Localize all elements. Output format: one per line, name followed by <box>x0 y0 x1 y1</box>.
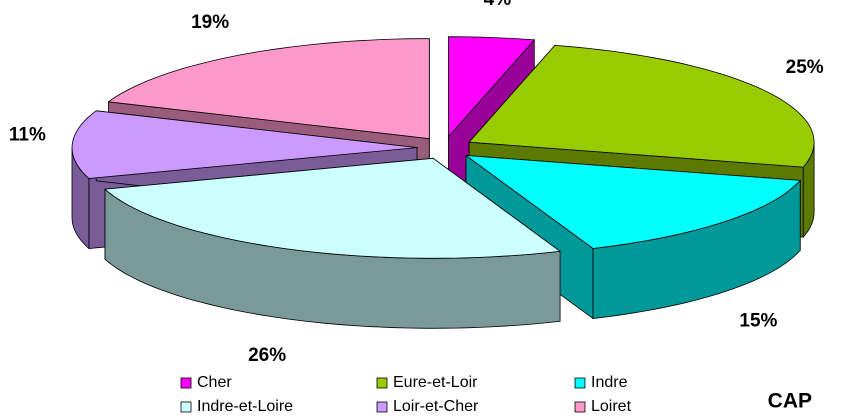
legend-swatch <box>180 377 192 389</box>
legend-swatch <box>574 401 586 413</box>
legend-swatch <box>376 401 388 413</box>
legend-label: Cher <box>197 374 232 391</box>
slice-top <box>107 38 430 140</box>
legend-label: Eure-et-Loir <box>393 374 478 391</box>
data-label: 11% <box>9 125 46 146</box>
legend-label: Indre-et-Loire <box>197 398 293 415</box>
legend-swatch <box>574 377 586 389</box>
legend-label: Loiret <box>591 398 632 415</box>
slice-top <box>104 157 562 259</box>
data-label: 4% <box>484 0 512 10</box>
data-label: 19% <box>191 12 229 33</box>
legend-label: Loir-et-Cher <box>393 398 479 415</box>
data-label: 26% <box>248 345 286 366</box>
slice-top <box>448 36 536 138</box>
legend-swatch <box>180 401 192 413</box>
data-label: 25% <box>786 57 824 78</box>
slice-top <box>71 110 418 179</box>
slice <box>104 157 562 329</box>
slice-top <box>468 44 815 168</box>
chart-title: CAP <box>768 390 812 413</box>
slice <box>464 154 802 320</box>
legend-swatch <box>376 377 388 389</box>
data-label: 15% <box>739 311 777 332</box>
legend-label: Indre <box>591 374 628 391</box>
slice-top <box>464 154 802 249</box>
